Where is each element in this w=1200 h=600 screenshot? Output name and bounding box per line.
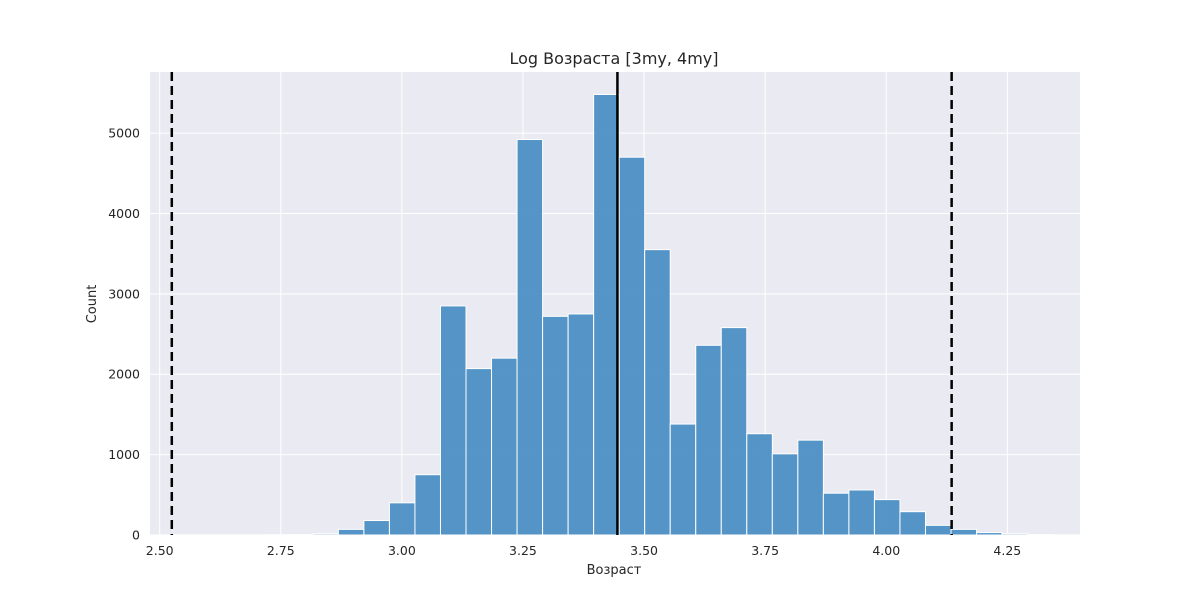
histogram-bar	[363, 520, 390, 536]
histogram-bar	[312, 533, 339, 536]
histogram-bar	[465, 368, 493, 536]
histogram-bar	[720, 327, 748, 536]
y-tick-label: 3000	[108, 286, 140, 301]
histogram-bar	[1001, 533, 1029, 536]
y-tick-label: 5000	[108, 126, 140, 141]
x-tick-label: 3.00	[388, 543, 416, 558]
histogram-bar	[950, 528, 978, 536]
x-tick-label: 2.50	[146, 543, 174, 558]
histogram-bar	[542, 315, 569, 536]
y-tick-label: 1000	[108, 447, 140, 462]
histogram-bar	[797, 439, 824, 536]
histogram-bar	[976, 532, 1003, 536]
histogram-bar	[491, 357, 518, 536]
y-tick-label: 0	[132, 528, 140, 543]
chart-title: Log Возраста [3my, 4my]	[509, 49, 718, 68]
histogram-bar	[337, 528, 365, 536]
y-tick-label: 2000	[108, 367, 140, 382]
x-tick-label: 3.50	[630, 543, 658, 558]
histogram-bar	[822, 492, 850, 536]
histogram-bar	[516, 139, 544, 536]
histogram-bar	[771, 453, 799, 536]
histogram-bars	[159, 94, 1080, 536]
histogram-bar	[746, 433, 773, 536]
histogram-bar	[899, 511, 926, 536]
histogram-bar	[695, 344, 722, 536]
histogram-bar	[669, 423, 697, 536]
histogram-bar	[593, 94, 620, 536]
y-axis-label: Count	[85, 285, 100, 324]
y-axis-ticks: 0 1000 2000 3000 4000 5000	[108, 126, 140, 543]
histogram-bar	[618, 156, 646, 536]
x-tick-label: 3.75	[751, 543, 779, 558]
y-tick-label: 4000	[108, 206, 140, 221]
x-tick-label: 4.00	[872, 543, 900, 558]
histogram-bar	[388, 502, 416, 536]
histogram-bar	[924, 524, 952, 536]
x-axis-ticks: 2.50 2.75 3.00 3.25 3.50 3.75 4.00 4.25	[146, 543, 1022, 558]
x-tick-label: 2.75	[267, 543, 295, 558]
histogram-bar	[644, 249, 671, 536]
histogram-bar	[567, 313, 595, 536]
x-tick-label: 4.25	[993, 543, 1021, 558]
x-tick-label: 3.25	[509, 543, 537, 558]
reference-lines	[170, 72, 953, 535]
histogram-bar	[873, 499, 901, 536]
histogram-bar	[439, 305, 467, 536]
x-axis-label: Возраст	[587, 563, 642, 578]
histogram-bar	[848, 489, 875, 536]
histogram-bar	[414, 474, 441, 536]
